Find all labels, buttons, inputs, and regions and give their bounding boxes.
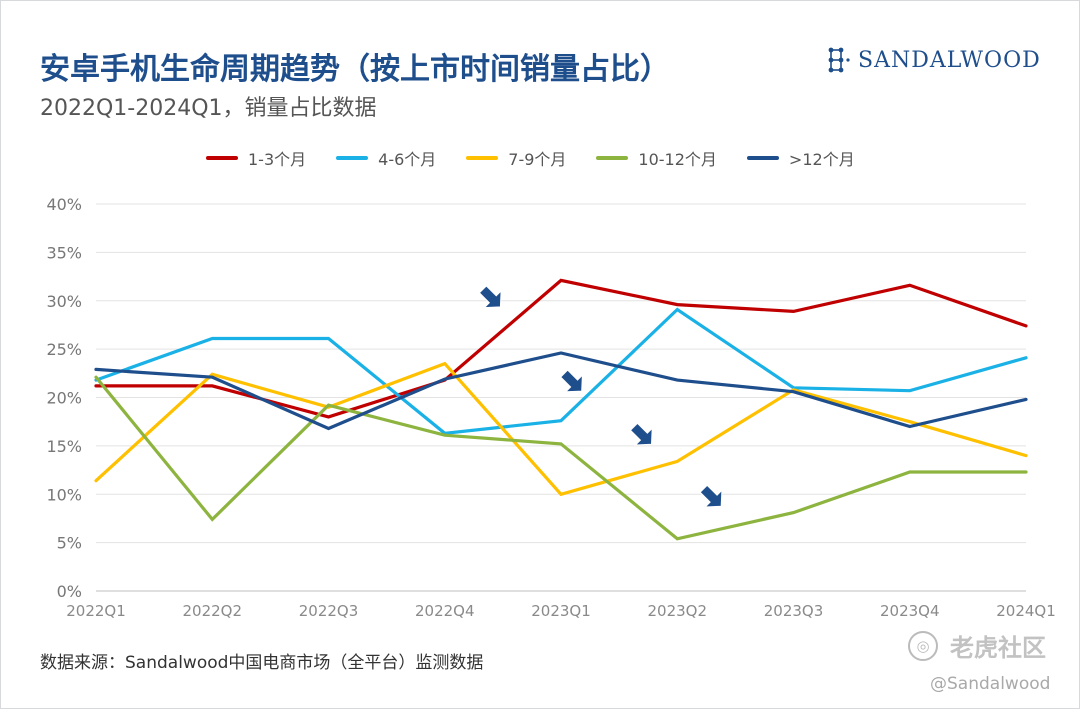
y-tick-label: 25% <box>46 340 82 359</box>
x-tick-label: 2022Q2 <box>182 602 242 620</box>
x-tick-label: 2023Q4 <box>880 602 940 620</box>
down-right-arrow-icon <box>556 365 591 400</box>
down-right-arrow-icon <box>695 480 730 515</box>
credit-text: @Sandalwood <box>930 674 1050 694</box>
x-tick-label: 2022Q4 <box>415 602 475 620</box>
x-tick-label: 2024Q1 <box>996 602 1056 620</box>
source-note: 数据来源：Sandalwood中国电商市场（全平台）监测数据 <box>40 648 483 673</box>
y-tick-label: 5% <box>57 534 82 553</box>
x-tick-label: 2022Q1 <box>66 602 126 620</box>
y-tick-label: 40% <box>46 195 82 214</box>
y-tick-label: 0% <box>57 582 82 601</box>
x-tick-label: 2023Q2 <box>647 602 707 620</box>
tiger-community-icon: ◎ <box>908 631 938 661</box>
watermark: ◎ 老虎社区 <box>908 628 1046 663</box>
y-tick-label: 30% <box>46 292 82 311</box>
watermark-text: 老虎社区 <box>950 628 1046 663</box>
y-tick-label: 15% <box>46 437 82 456</box>
y-tick-label: 10% <box>46 485 82 504</box>
y-tick-label: 20% <box>46 389 82 408</box>
down-right-arrow-icon <box>625 418 660 453</box>
series-line <box>96 364 1026 495</box>
line-chart: 0% 5% 10% 15% 20% 25% 30% 35% 40% 2022Q1 2022Q2 202… <box>0 0 1080 640</box>
x-tick-label: 2023Q3 <box>764 602 824 620</box>
x-tick-label: 2023Q1 <box>531 602 591 620</box>
down-right-arrow-icon <box>474 281 509 316</box>
y-tick-label: 35% <box>46 243 82 262</box>
series-line <box>96 377 1026 539</box>
x-tick-label: 2022Q3 <box>299 602 359 620</box>
